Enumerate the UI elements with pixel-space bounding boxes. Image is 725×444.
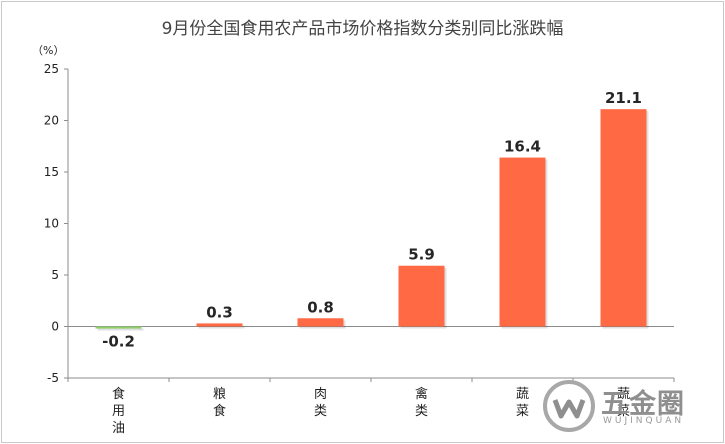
bar-shadow bbox=[97, 328, 144, 331]
bar bbox=[297, 318, 344, 327]
y-tick-label: 25 bbox=[44, 62, 59, 76]
bar bbox=[600, 109, 647, 327]
watermark-text: 五金圈 bbox=[601, 389, 685, 420]
data-label: 5.9 bbox=[408, 246, 435, 264]
data-label: -0.2 bbox=[102, 333, 135, 351]
bar bbox=[398, 265, 445, 327]
watermark: 五金圈 WUJINQUAN bbox=[541, 378, 711, 434]
data-label: 16.4 bbox=[504, 138, 541, 156]
bar bbox=[95, 326, 142, 329]
bar bbox=[196, 323, 243, 327]
x-category-label: 蔬菜 bbox=[617, 387, 630, 419]
bar-shadow bbox=[198, 325, 245, 329]
x-category-label: 禽类 bbox=[415, 386, 428, 419]
wujinquan-logo-icon bbox=[543, 380, 595, 432]
y-tick-label: -5 bbox=[47, 371, 59, 385]
bar bbox=[499, 157, 546, 327]
x-category-label: 食用油 bbox=[112, 386, 125, 436]
data-label: 0.8 bbox=[307, 298, 334, 316]
x-category-label: 肉类 bbox=[314, 387, 327, 419]
y-tick-label: 20 bbox=[44, 114, 59, 128]
y-tick-label: 5 bbox=[51, 268, 59, 282]
y-tick-label: 0 bbox=[51, 320, 59, 334]
data-label: 21.1 bbox=[605, 89, 642, 107]
y-tick-label: 15 bbox=[44, 165, 59, 179]
x-category-label: 蔬菜 bbox=[516, 387, 529, 419]
x-category-label: 粮食 bbox=[213, 387, 226, 419]
chart-title: 9月份全国食用农产品市场价格指数分类别同比涨跌幅 bbox=[161, 19, 564, 39]
y-unit-label: （%） bbox=[32, 44, 65, 57]
watermark-subtext: WUJINQUAN bbox=[603, 416, 685, 426]
y-tick-label: 10 bbox=[44, 217, 59, 231]
data-label: 0.3 bbox=[206, 303, 233, 321]
